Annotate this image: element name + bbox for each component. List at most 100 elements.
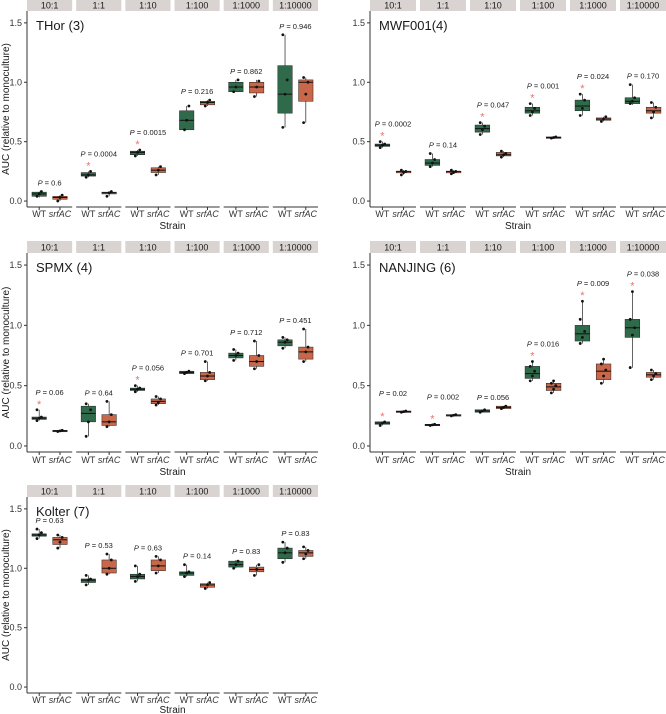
facet: 1:10 WT srfAC * P = 0.047	[470, 0, 516, 219]
data-point	[138, 148, 142, 152]
box-wt	[277, 65, 293, 114]
data-point	[35, 194, 39, 198]
y-axis-title: AUC (relative to monoculture)	[1, 43, 12, 175]
data-point	[283, 551, 287, 555]
box-wt	[574, 99, 591, 112]
p-value-label: P = 0.056	[477, 393, 509, 402]
data-point	[105, 399, 109, 403]
y-tick-label: 0.5	[9, 623, 22, 633]
p-value-label: P = 0.712	[230, 328, 262, 337]
data-point	[504, 404, 508, 408]
data-point	[302, 327, 306, 331]
data-point	[302, 360, 306, 363]
x-tick-label: srfAC	[147, 209, 170, 219]
p-value-label: P = 0.701	[181, 349, 213, 358]
panel-title: THor (3)	[36, 18, 84, 33]
facet-strip	[174, 0, 220, 11]
data-point	[281, 336, 285, 339]
facet-strip	[174, 485, 220, 497]
data-point	[187, 570, 191, 574]
data-point	[208, 98, 212, 102]
facet-strip-label: 1:100	[532, 1, 555, 11]
data-point	[234, 354, 238, 357]
data-point	[138, 572, 142, 576]
x-axis-title: Strain	[159, 705, 185, 714]
facet-strip-label: 1:10	[139, 487, 157, 497]
data-point	[257, 563, 261, 567]
data-point	[56, 546, 60, 550]
data-point	[302, 557, 306, 561]
significance-marker: *	[86, 160, 91, 172]
facet: 1:10000 WT srfAC P = 0.170	[620, 0, 666, 219]
facet: 1:1 WT srfAC * P = 0.0004	[76, 0, 122, 219]
data-point	[578, 342, 582, 345]
x-tick-label: srfAC	[492, 455, 515, 465]
x-tick-label: WT	[131, 695, 145, 705]
data-point	[454, 169, 458, 173]
data-point	[649, 368, 653, 372]
data-point	[528, 102, 532, 106]
data-point	[431, 423, 434, 427]
p-value-label: P = 0.038	[627, 270, 659, 279]
facet-strip-label: 1:10000	[279, 1, 312, 11]
data-point	[378, 146, 382, 150]
data-point	[253, 574, 256, 577]
x-tick-label: srfAC	[196, 455, 219, 465]
data-point	[185, 571, 189, 575]
data-point	[187, 104, 191, 108]
data-point	[478, 133, 482, 136]
data-point	[602, 117, 605, 121]
data-point	[154, 571, 158, 575]
data-point	[306, 345, 310, 349]
x-tick-label: WT	[375, 455, 389, 465]
x-tick-label: srfAC	[642, 209, 665, 219]
x-tick-label: srfAC	[245, 455, 268, 465]
data-point	[583, 98, 587, 102]
y-tick-label: 1.0	[352, 320, 365, 330]
data-point	[203, 360, 207, 363]
facet: 1:1000 WT srfAC P = 0.862	[223, 0, 269, 219]
chart-panel: 0.0 0.5 1.0 1.5 AUC (relative to monoculture…	[1, 485, 318, 714]
x-tick-label: srfAC	[49, 695, 72, 705]
facet: 1:1 WT srfAC P = 0.14	[420, 0, 466, 219]
data-point	[203, 379, 207, 383]
facet: 10:1 WT srfAC P = 0.6	[27, 0, 73, 219]
data-point	[255, 568, 259, 571]
data-point	[105, 552, 109, 556]
data-point	[285, 338, 289, 342]
x-tick-label: srfAC	[592, 209, 615, 219]
y-tick-label: 0.0	[9, 682, 22, 692]
data-point	[154, 173, 158, 177]
data-point	[302, 121, 306, 125]
data-point	[604, 368, 608, 372]
facet-strip	[223, 0, 269, 11]
data-point	[133, 390, 137, 394]
x-tick-label: WT	[475, 209, 489, 219]
facet-strip	[272, 241, 318, 253]
data-point	[306, 549, 310, 552]
facet: 1:10000 WT srfAC P = 0.451	[272, 241, 318, 465]
x-tick-label: srfAC	[147, 695, 170, 705]
facet-strip	[76, 0, 122, 11]
data-point	[302, 76, 306, 79]
facet: 10:1 WT srfAC P = 0.63	[27, 485, 73, 705]
data-point	[159, 165, 162, 169]
facet: 10:1 WT srfAC * P = 0.02	[370, 241, 416, 465]
data-point	[185, 371, 189, 374]
x-tick-label: srfAC	[196, 695, 219, 705]
facet-strip-label: 1:10000	[279, 487, 312, 497]
data-point	[599, 381, 603, 385]
facet-strip-label: 1:10	[139, 1, 157, 11]
x-axis-title: Strain	[505, 467, 531, 478]
significance-marker: *	[580, 83, 585, 95]
p-value-label: P = 0.83	[281, 529, 309, 538]
p-value-label: P = 0.14	[183, 552, 211, 561]
data-point	[253, 95, 256, 98]
data-point	[449, 168, 453, 172]
data-point	[628, 317, 632, 321]
data-point	[58, 540, 62, 544]
facet: 1:100 WT srfAC * P = 0.001	[520, 0, 566, 219]
p-value-label: P = 0.02	[379, 389, 407, 398]
p-value-label: P = 0.946	[279, 22, 311, 31]
